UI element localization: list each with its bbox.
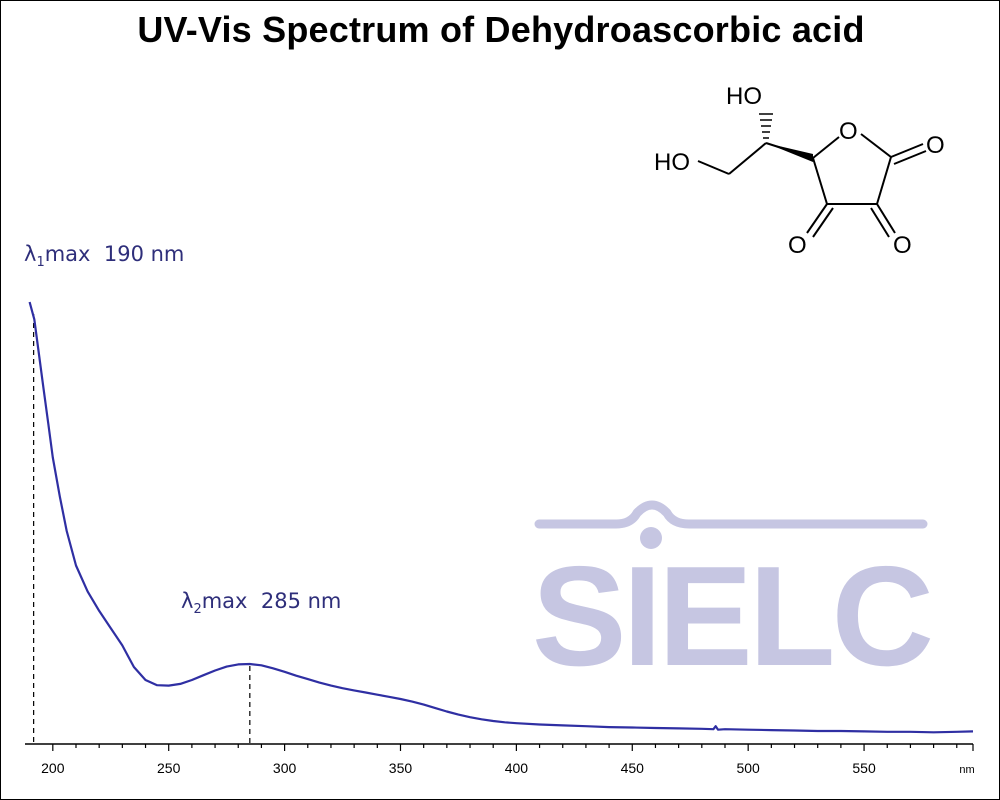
watermark-dot (640, 527, 662, 549)
peak-2-value: 285 nm (260, 589, 342, 613)
x-tick-label: 450 (621, 760, 645, 776)
wedge-bond (766, 143, 813, 162)
peak-label-1: λ1max 190 nm (24, 242, 184, 270)
double-bond (876, 203, 896, 234)
double-bond (890, 143, 924, 158)
x-tick-label: 300 (273, 760, 297, 776)
peak-label-2: λ2max 285 nm (181, 589, 341, 617)
peak-1-value: 190 nm (103, 242, 185, 266)
atom-label-carbonyl-o-left: O (788, 232, 807, 259)
double-bond (870, 207, 890, 238)
bond (876, 156, 892, 205)
chart-title: UV-Vis Spectrum of Dehydroascorbic acid (137, 9, 865, 50)
atom-label-ho-left: HO (654, 149, 690, 176)
peak-2-text: max (201, 589, 248, 613)
x-ticks: 200 250 300 350 400 450 500 550 (41, 744, 958, 776)
peak-1-text: max (44, 242, 91, 266)
bond (812, 157, 828, 205)
x-tick-label: 350 (389, 760, 413, 776)
peak-2-symbol: λ (181, 589, 194, 613)
peak-2-index: 2 (193, 602, 202, 618)
atom-label-carbonyl-o-right: O (926, 132, 945, 159)
double-bond (812, 207, 834, 238)
bond (812, 136, 840, 159)
x-tick-label: 550 (852, 760, 876, 776)
x-tick-label: 250 (157, 760, 181, 776)
double-bond (893, 150, 927, 165)
atom-label-ho-top: HO (726, 83, 762, 110)
watermark-text: SIELC (532, 537, 931, 696)
x-tick-label: 500 (736, 760, 760, 776)
atom-label-ring-o: O (839, 118, 858, 145)
x-axis-unit-label: nm (959, 764, 974, 776)
peak-1-index: 1 (36, 255, 45, 271)
x-tick-label: 200 (41, 760, 65, 776)
watermark-swoosh (534, 500, 928, 529)
sielc-watermark: SIELC (532, 500, 935, 696)
hash-bond (759, 113, 773, 139)
x-tick-label: 400 (505, 760, 529, 776)
atom-labels: HO HO O O O O (654, 83, 945, 259)
peak-markers (33, 314, 251, 744)
atom-label-carbonyl-o-bottom: O (893, 232, 912, 259)
x-axis: nm (25, 743, 975, 776)
peak-1-symbol: λ (24, 242, 37, 266)
bond (728, 142, 767, 175)
double-bond (806, 203, 828, 234)
bond (860, 133, 892, 158)
bond (697, 160, 730, 175)
molecule-structure (697, 133, 927, 238)
spectrum-line (28, 301, 974, 734)
